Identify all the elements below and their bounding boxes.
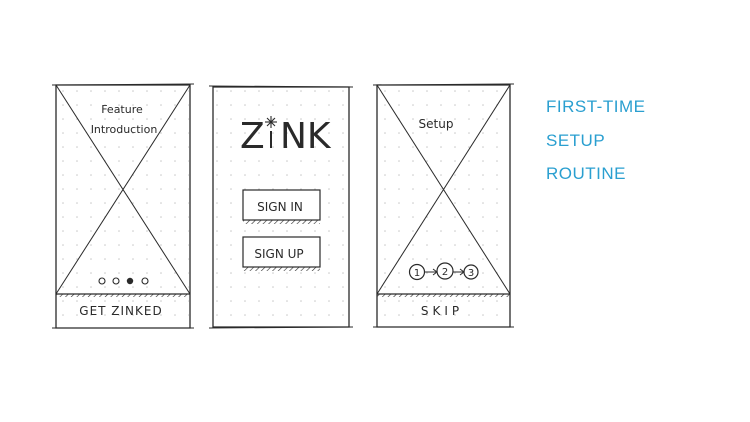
screen-login: Z NK SIGN IN SIGN UP xyxy=(208,85,354,329)
step-2-circle[interactable] xyxy=(436,262,454,280)
step-1-circle[interactable] xyxy=(408,263,426,281)
heading-line-2: SETUP xyxy=(546,130,606,150)
sign-up-label: SIGN UP xyxy=(254,247,303,261)
sign-in-button[interactable]: SIGN IN xyxy=(242,189,321,224)
pagination-dots[interactable] xyxy=(98,277,149,285)
logo-star-icon xyxy=(265,116,277,148)
sign-in-label: SIGN IN xyxy=(257,200,303,214)
step-3-label: 3 xyxy=(468,268,474,279)
section-heading: FIRST-TIME SETUP ROUTINE xyxy=(546,90,736,191)
logo-letter-z: Z xyxy=(240,116,265,157)
step-2-label: 2 xyxy=(442,267,448,278)
step-3-circle[interactable] xyxy=(463,264,479,280)
sign-up-button[interactable]: SIGN UP xyxy=(242,236,321,271)
logo-letters-nk: NK xyxy=(280,116,332,157)
heading-line-3: ROUTINE xyxy=(546,164,626,183)
get-zinked-button[interactable]: GET ZINKED xyxy=(79,304,162,318)
heading-line-1: FIRST-TIME xyxy=(546,97,646,116)
step-indicator: 1 2 3 xyxy=(408,262,479,281)
skip-button[interactable]: SKIP xyxy=(421,304,463,318)
zink-logo: Z NK xyxy=(240,116,332,157)
setup-title: Setup xyxy=(419,117,454,131)
step-1-label: 1 xyxy=(414,268,420,279)
feature-title-line2: Introduction xyxy=(91,123,158,136)
feature-title-line1: Feature xyxy=(101,103,143,116)
screen-setup: Setup 1 2 3 SKIP xyxy=(372,83,515,328)
screen-feature-intro: Feature Introduction GET ZINKED xyxy=(51,83,195,329)
